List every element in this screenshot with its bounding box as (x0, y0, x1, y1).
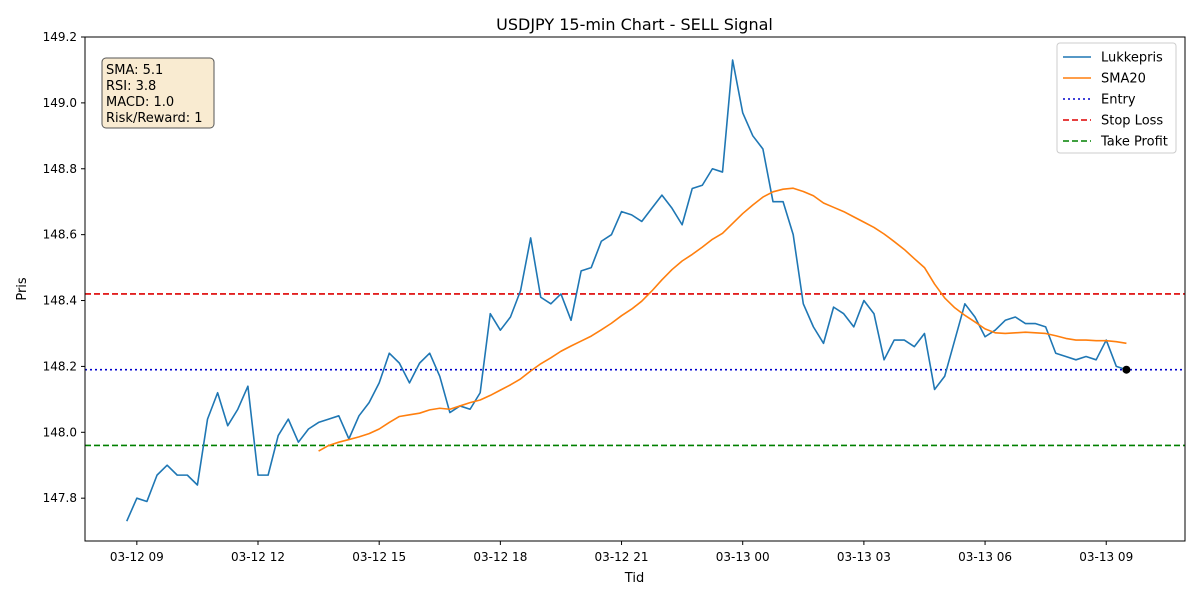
chart-title: USDJPY 15-min Chart - SELL Signal (496, 15, 773, 34)
y-tick-label: 148.0 (43, 425, 77, 439)
legend: Lukkepris SMA20 Entry Stop Loss Take Profit (1056, 42, 1177, 154)
x-axis: 03-12 09 03-12 12 03-12 15 03-12 18 03-12 21… (110, 541, 1133, 564)
x-tick-label: 03-13 09 (1079, 550, 1133, 564)
legend-label: Lukkepris (1101, 51, 1163, 66)
x-tick-label: 03-13 00 (716, 550, 770, 564)
annotation-line: SMA: 5.1 (106, 63, 163, 78)
y-tick-label: 147.8 (43, 491, 77, 505)
x-tick-label: 03-13 06 (958, 550, 1012, 564)
y-tick-label: 148.2 (43, 359, 77, 373)
y-axis: 147.8 148.0 148.2 148.4 148.6 148.8 149.0 149.2 (43, 30, 85, 505)
x-tick-label: 03-12 09 (110, 550, 164, 564)
entry-marker (1122, 365, 1131, 374)
legend-frame (1056, 42, 1177, 154)
plot-area (85, 59, 1185, 522)
x-tick-label: 03-12 21 (595, 550, 649, 564)
y-axis-label: Pris (15, 277, 30, 301)
x-axis-label: Tid (624, 571, 644, 586)
x-tick-label: 03-12 12 (231, 550, 285, 564)
y-tick-label: 149.0 (43, 96, 77, 110)
legend-label: Stop Loss (1101, 114, 1163, 129)
legend-label: Take Profit (1100, 135, 1168, 150)
x-tick-label: 03-12 15 (352, 550, 406, 564)
annotation-line: Risk/Reward: 1 (106, 111, 203, 126)
y-tick-label: 148.4 (43, 294, 77, 308)
sma20-series-line (318, 187, 1127, 452)
annotation-box-background (101, 57, 215, 129)
annotation-line: MACD: 1.0 (106, 95, 174, 110)
y-tick-label: 148.8 (43, 162, 77, 176)
annotation-line: RSI: 3.8 (106, 79, 156, 94)
y-tick-label: 148.6 (43, 228, 77, 242)
x-tick-label: 03-12 18 (473, 550, 527, 564)
lukkepris-series-line (126, 59, 1127, 522)
axes-frame (84, 36, 1186, 542)
x-tick-label: 03-13 03 (837, 550, 891, 564)
y-tick-label: 149.2 (43, 30, 77, 44)
legend-label: SMA20 (1101, 72, 1146, 87)
legend-label: Entry (1101, 93, 1136, 108)
